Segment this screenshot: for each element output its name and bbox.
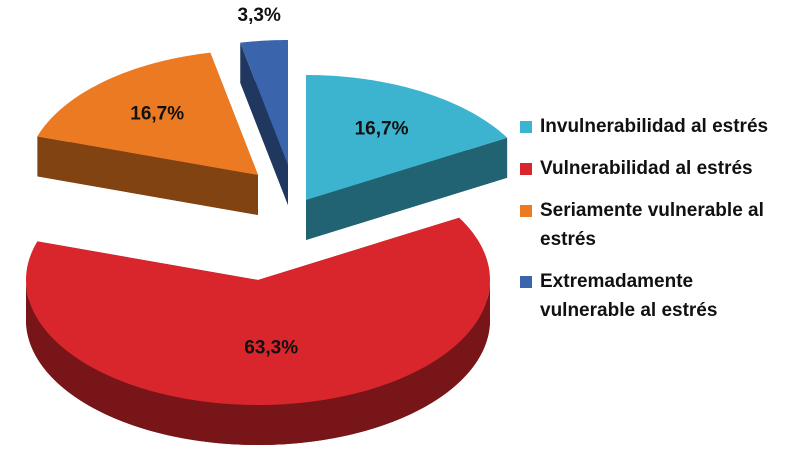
legend-label: Invulnerabilidad al estrés bbox=[540, 116, 769, 137]
slice-edge-wall bbox=[240, 42, 288, 206]
slice-edge-wall bbox=[37, 136, 258, 215]
legend-swatch bbox=[520, 121, 532, 133]
slice bbox=[26, 217, 490, 405]
data-label: 3,3% bbox=[238, 5, 281, 26]
legend-item: Extremadamente vulnerable al estrés bbox=[520, 267, 782, 325]
legend: Invulnerabilidad al estrés Vulnerabilidad… bbox=[520, 112, 782, 338]
legend-swatch bbox=[520, 205, 532, 217]
legend-label: Vulnerabilidad al estrés bbox=[540, 158, 753, 179]
legend-swatch bbox=[520, 276, 532, 288]
slice bbox=[306, 75, 508, 200]
slice bbox=[240, 40, 288, 165]
legend-item: Seriamente vulnerable al estrés bbox=[520, 196, 782, 254]
legend-item: Vulnerabilidad al estrés bbox=[520, 154, 782, 183]
data-label: 16,7% bbox=[355, 119, 409, 140]
legend-label: Seriamente vulnerable al estrés bbox=[540, 200, 764, 250]
slice-edge-wall bbox=[306, 137, 508, 240]
legend-label: Extremadamente vulnerable al estrés bbox=[540, 271, 718, 321]
data-label: 63,3% bbox=[244, 337, 298, 358]
slice-outer-wall bbox=[26, 280, 490, 445]
legend-item: Invulnerabilidad al estrés bbox=[520, 112, 782, 141]
data-label: 16,7% bbox=[130, 104, 184, 125]
slice bbox=[37, 52, 258, 176]
legend-swatch bbox=[520, 163, 532, 175]
